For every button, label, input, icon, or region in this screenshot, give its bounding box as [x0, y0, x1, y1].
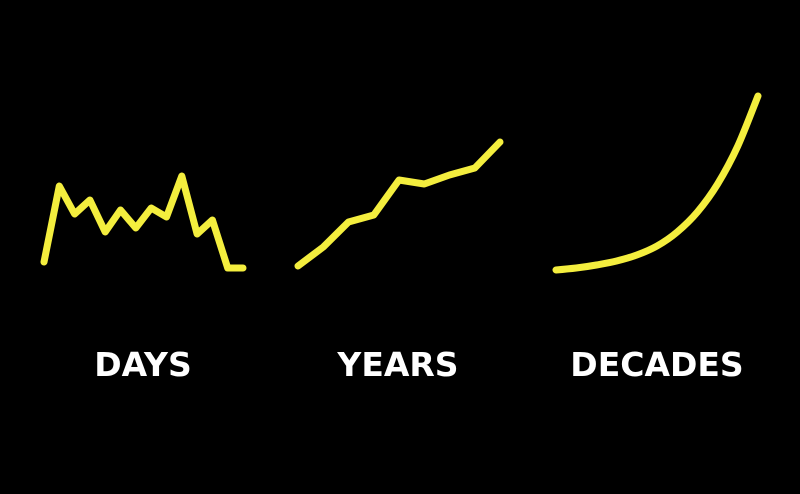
chart-label-days: DAYS — [94, 345, 192, 384]
series-line-days — [40, 172, 247, 272]
chart-label-years: YEARS — [337, 345, 459, 384]
chart-label-decades: DECADES — [570, 345, 744, 384]
series-line-years — [294, 138, 504, 270]
series-line-decades — [552, 92, 762, 274]
